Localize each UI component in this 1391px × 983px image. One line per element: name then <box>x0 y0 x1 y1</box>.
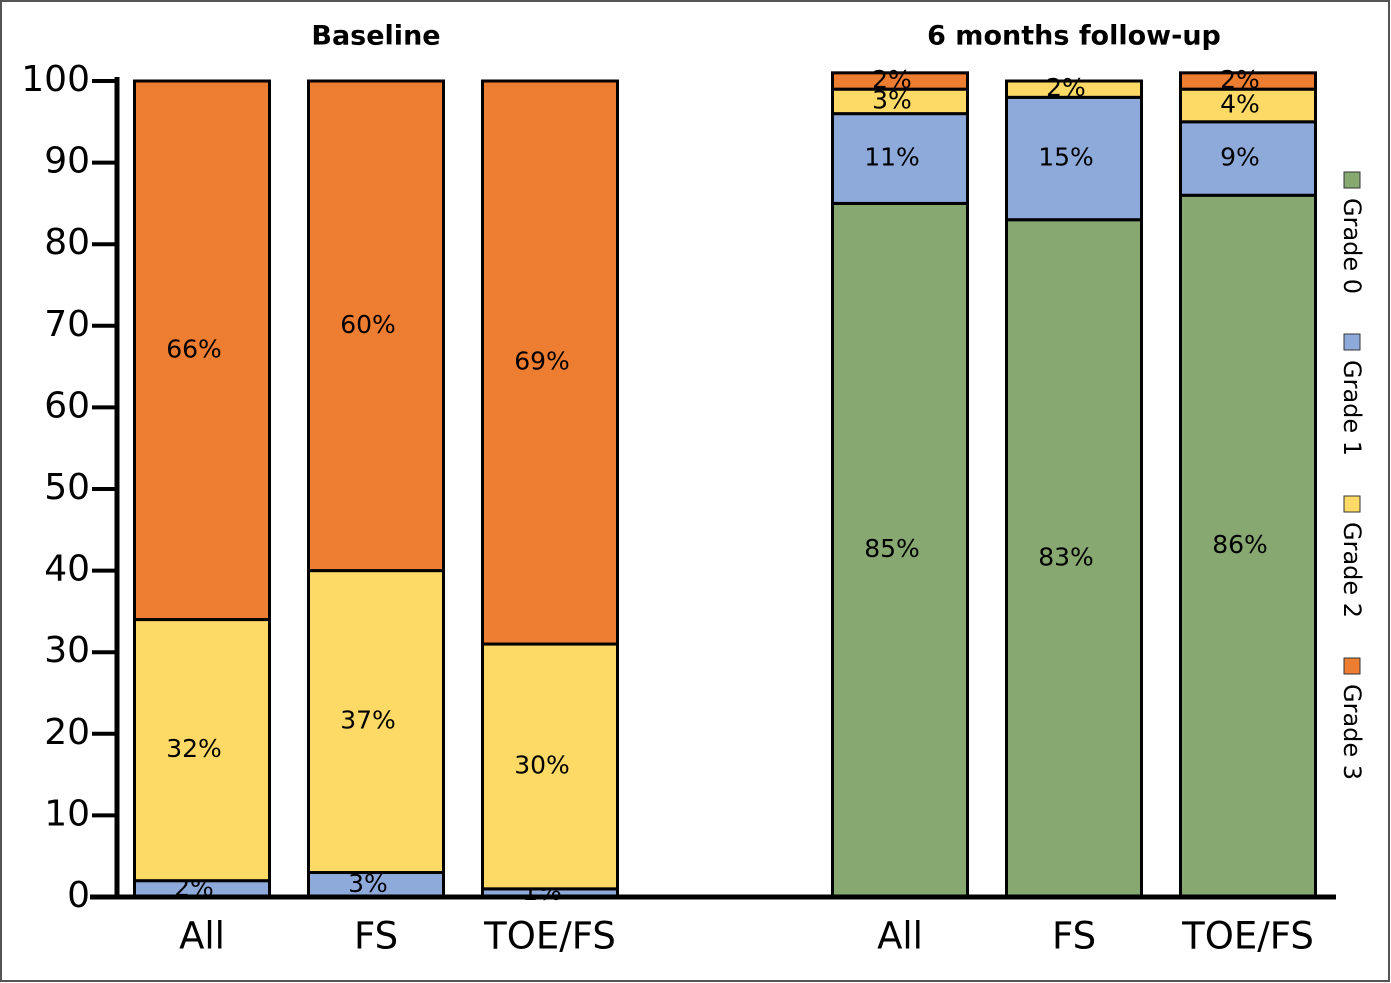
x-tick-label: TOE/FS <box>483 915 616 958</box>
x-tick-label: FS <box>354 915 398 958</box>
bar-segment <box>133 618 271 883</box>
y-tick-label: 90 <box>44 141 90 182</box>
data-label: 2% <box>872 65 912 94</box>
x-tick-label: All <box>179 915 225 958</box>
data-label: 4% <box>1220 89 1260 118</box>
bar-segment <box>307 569 445 875</box>
legend-label: Grade 2 <box>1338 522 1366 618</box>
bar-segment <box>1005 218 1143 899</box>
y-tick-label: 30 <box>44 630 90 671</box>
bar-segment <box>831 201 969 899</box>
y-tick-label: 40 <box>44 549 90 590</box>
y-tick-label: 20 <box>44 712 90 753</box>
data-label: 9% <box>1220 143 1260 172</box>
data-label: 60% <box>340 310 396 339</box>
bar-segment <box>1005 79 1143 99</box>
bar-segment <box>1005 95 1143 222</box>
x-tick-label: TOE/FS <box>1181 915 1314 958</box>
x-tick-label: All <box>877 915 923 958</box>
group-title: Baseline <box>311 21 440 52</box>
y-tick-label: 70 <box>44 304 90 345</box>
data-label: 69% <box>514 347 570 376</box>
data-label: 86% <box>1212 530 1268 559</box>
legend: Grade 0 Grade 1 Grade 2 Grade 3 <box>1338 171 1366 780</box>
bar-segment <box>481 642 619 891</box>
bar-segment <box>831 71 969 91</box>
data-label: 2% <box>1046 73 1086 102</box>
data-label: 15% <box>1038 143 1094 172</box>
y-tick-label: 80 <box>44 222 90 263</box>
data-label: 85% <box>864 534 920 563</box>
data-label: 30% <box>514 750 570 779</box>
legend-label: Grade 1 <box>1338 360 1366 456</box>
data-label: 37% <box>340 706 396 735</box>
legend-label: Grade 3 <box>1338 684 1366 780</box>
legend-swatch <box>1343 657 1361 675</box>
bar-segment <box>481 79 619 646</box>
data-label: 66% <box>166 334 222 363</box>
legend-swatch <box>1343 171 1361 189</box>
y-tick-label: 0 <box>67 875 90 916</box>
y-tick-label: 60 <box>44 385 90 426</box>
data-label: 83% <box>1038 542 1094 571</box>
group-title: 6 months follow-up <box>927 21 1221 52</box>
legend-swatch <box>1343 333 1361 351</box>
bar-segment <box>831 112 969 205</box>
data-label: 11% <box>864 143 920 172</box>
y-tick-label: 100 <box>21 59 90 100</box>
data-label: 32% <box>166 734 222 763</box>
legend-label: Grade 0 <box>1338 198 1366 294</box>
bar-segment <box>133 79 271 622</box>
bar-segment <box>1179 71 1317 91</box>
data-label: 2% <box>1220 65 1260 94</box>
legend-swatch <box>1343 495 1361 513</box>
bar-segment <box>307 79 445 573</box>
y-tick-label: 10 <box>44 793 90 834</box>
x-tick-label: FS <box>1052 915 1096 958</box>
y-tick-label: 50 <box>44 467 90 508</box>
